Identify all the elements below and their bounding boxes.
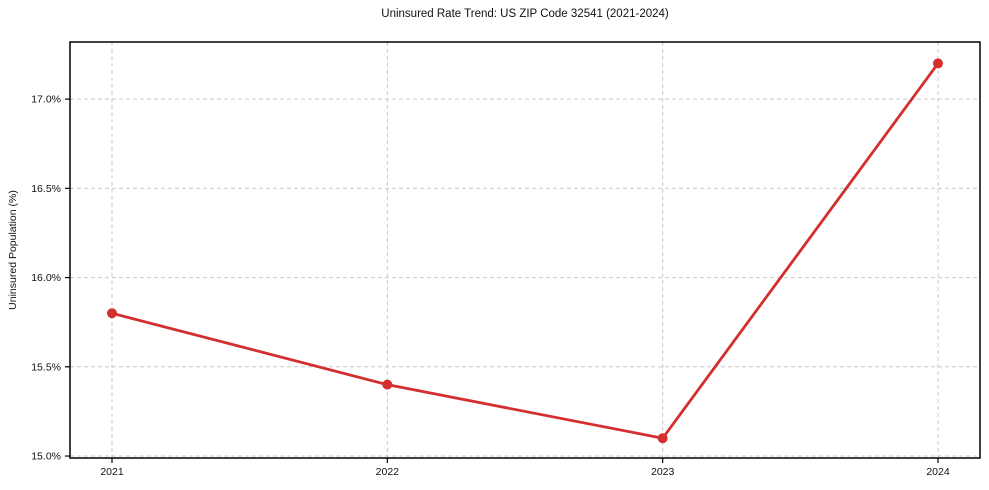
- y-tick-label: 16.0%: [31, 272, 61, 284]
- x-tick-label: 2024: [926, 466, 950, 478]
- x-tick-label: 2021: [100, 466, 124, 478]
- plot-border: [69, 41, 981, 459]
- x-tick-label: 2022: [376, 466, 400, 478]
- data-point: [382, 379, 393, 390]
- data-point: [107, 308, 117, 319]
- y-tick-label: 17.0%: [31, 94, 61, 106]
- data-point: [657, 433, 668, 444]
- y-tick-label: 15.0%: [31, 451, 61, 463]
- data-point: [933, 58, 943, 69]
- chart-title: Uninsured Rate Trend: US ZIP Code 32541 …: [381, 8, 669, 20]
- y-axis-label: Uninsured Population (%): [7, 190, 19, 310]
- trend-line: [110, 62, 940, 440]
- x-tick-label: 2023: [651, 466, 675, 478]
- y-tick-label: 16.5%: [31, 183, 61, 195]
- y-tick-label: 15.5%: [31, 361, 61, 373]
